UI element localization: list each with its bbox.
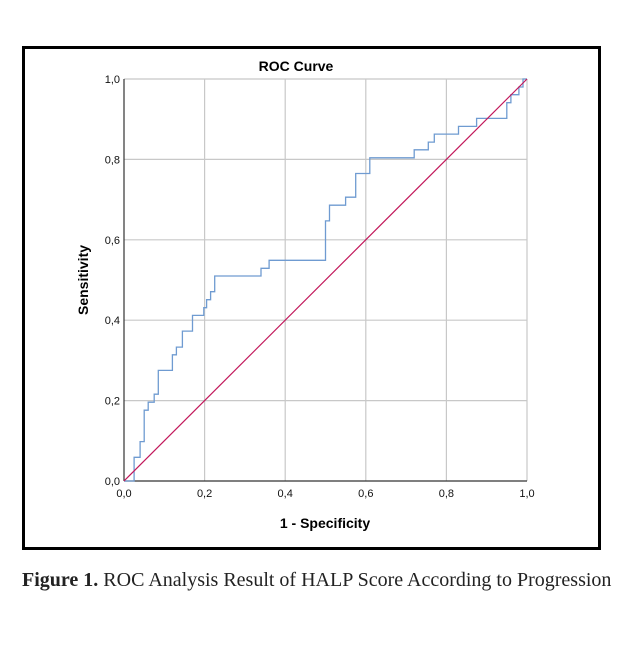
x-tick-labels: 0,0 0,2 0,4 0,6 0,8 1,0: [116, 488, 534, 500]
x-tick-label: 0,2: [197, 488, 212, 500]
x-tick-label: 0,8: [439, 488, 454, 500]
y-tick-label: 0,4: [105, 315, 120, 327]
reference-diagonal-line: [123, 78, 528, 482]
axes: [123, 79, 527, 482]
roc-chart: ROC Curve 0,0 0,2 0,4 0,6 0,8 1,0 0,00,20,40,…: [75, 58, 535, 531]
y-axis-label: Sensitivity: [75, 245, 91, 315]
y-tick-label: 1,0: [105, 74, 120, 86]
grid: [124, 78, 528, 481]
x-axis-label: 1 - Specificity: [280, 515, 370, 531]
y-tick-label: 0,8: [105, 154, 120, 166]
y-tick-label: 0,0: [105, 476, 120, 488]
x-tick-label: 0,4: [278, 488, 293, 500]
series-group: [123, 78, 528, 482]
x-tick-label: 0,6: [358, 488, 373, 500]
y-tick-labels: 0,0 0,2 0,4 0,6 0,8 1,0: [105, 74, 120, 488]
roc-curve-line: [124, 78, 527, 482]
y-tick-label: 0,6: [105, 235, 120, 247]
figure-frame: [22, 46, 601, 550]
figure-label: Figure 1.: [22, 569, 99, 591]
x-tick-label: 0,0: [116, 488, 131, 500]
x-tick-label: 1,0: [519, 488, 534, 500]
chart-title: ROC Curve: [259, 58, 334, 74]
figure-caption-text: ROC Analysis Result of HALP Score Accord…: [98, 569, 612, 591]
y-tick-label: 0,2: [105, 396, 120, 408]
figure-caption: Figure 1. ROC Analysis Result of HALP Sc…: [22, 565, 612, 596]
